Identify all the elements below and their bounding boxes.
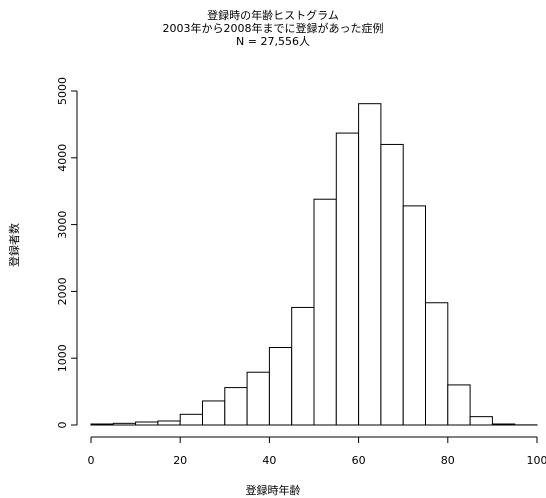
histogram-bar-0-5 (91, 424, 113, 425)
x-tick-label: 60 (352, 454, 366, 467)
x-axis-label: 登録時年齢 (0, 482, 546, 498)
histogram-bar-25-30 (203, 401, 225, 425)
histogram-bar-50-55 (314, 199, 336, 425)
bars-group (91, 104, 537, 425)
histogram-bar-65-70 (381, 144, 403, 425)
histogram-bar-15-20 (158, 421, 180, 425)
y-tick-label: 3000 (56, 211, 69, 239)
histogram-bar-45-50 (292, 307, 314, 425)
y-axis-label: 登録者数 (6, 223, 22, 267)
y-tick-label: 1000 (56, 344, 69, 372)
histogram-bar-35-40 (247, 372, 269, 425)
y-tick-label: 0 (56, 422, 69, 429)
x-axis: 0 20 40 60 80 100 (88, 437, 546, 467)
x-tick-label: 0 (88, 454, 95, 467)
y-axis: 0 1000 2000 3000 4000 5000 (56, 77, 77, 429)
histogram-bar-90-95 (492, 424, 514, 425)
histogram-bar-55-60 (336, 133, 358, 425)
x-tick-label: 20 (173, 454, 187, 467)
y-tick-label: 5000 (56, 77, 69, 105)
histogram-bar-60-65 (359, 104, 381, 425)
histogram-bar-75-80 (426, 303, 448, 425)
x-tick-label: 40 (262, 454, 276, 467)
x-tick-label: 100 (527, 454, 546, 467)
histogram-bar-20-25 (180, 414, 202, 425)
histogram-bar-70-75 (403, 206, 425, 425)
histogram-bar-85-90 (470, 417, 492, 425)
y-tick-label: 2000 (56, 277, 69, 305)
histogram-bar-80-85 (448, 385, 470, 425)
histogram-bar-40-45 (269, 348, 291, 425)
histogram-bar-10-15 (136, 422, 158, 425)
histogram-bar-30-35 (225, 388, 247, 425)
y-tick-label: 4000 (56, 144, 69, 172)
histogram-bar-5-10 (113, 423, 135, 425)
x-tick-label: 80 (441, 454, 455, 467)
